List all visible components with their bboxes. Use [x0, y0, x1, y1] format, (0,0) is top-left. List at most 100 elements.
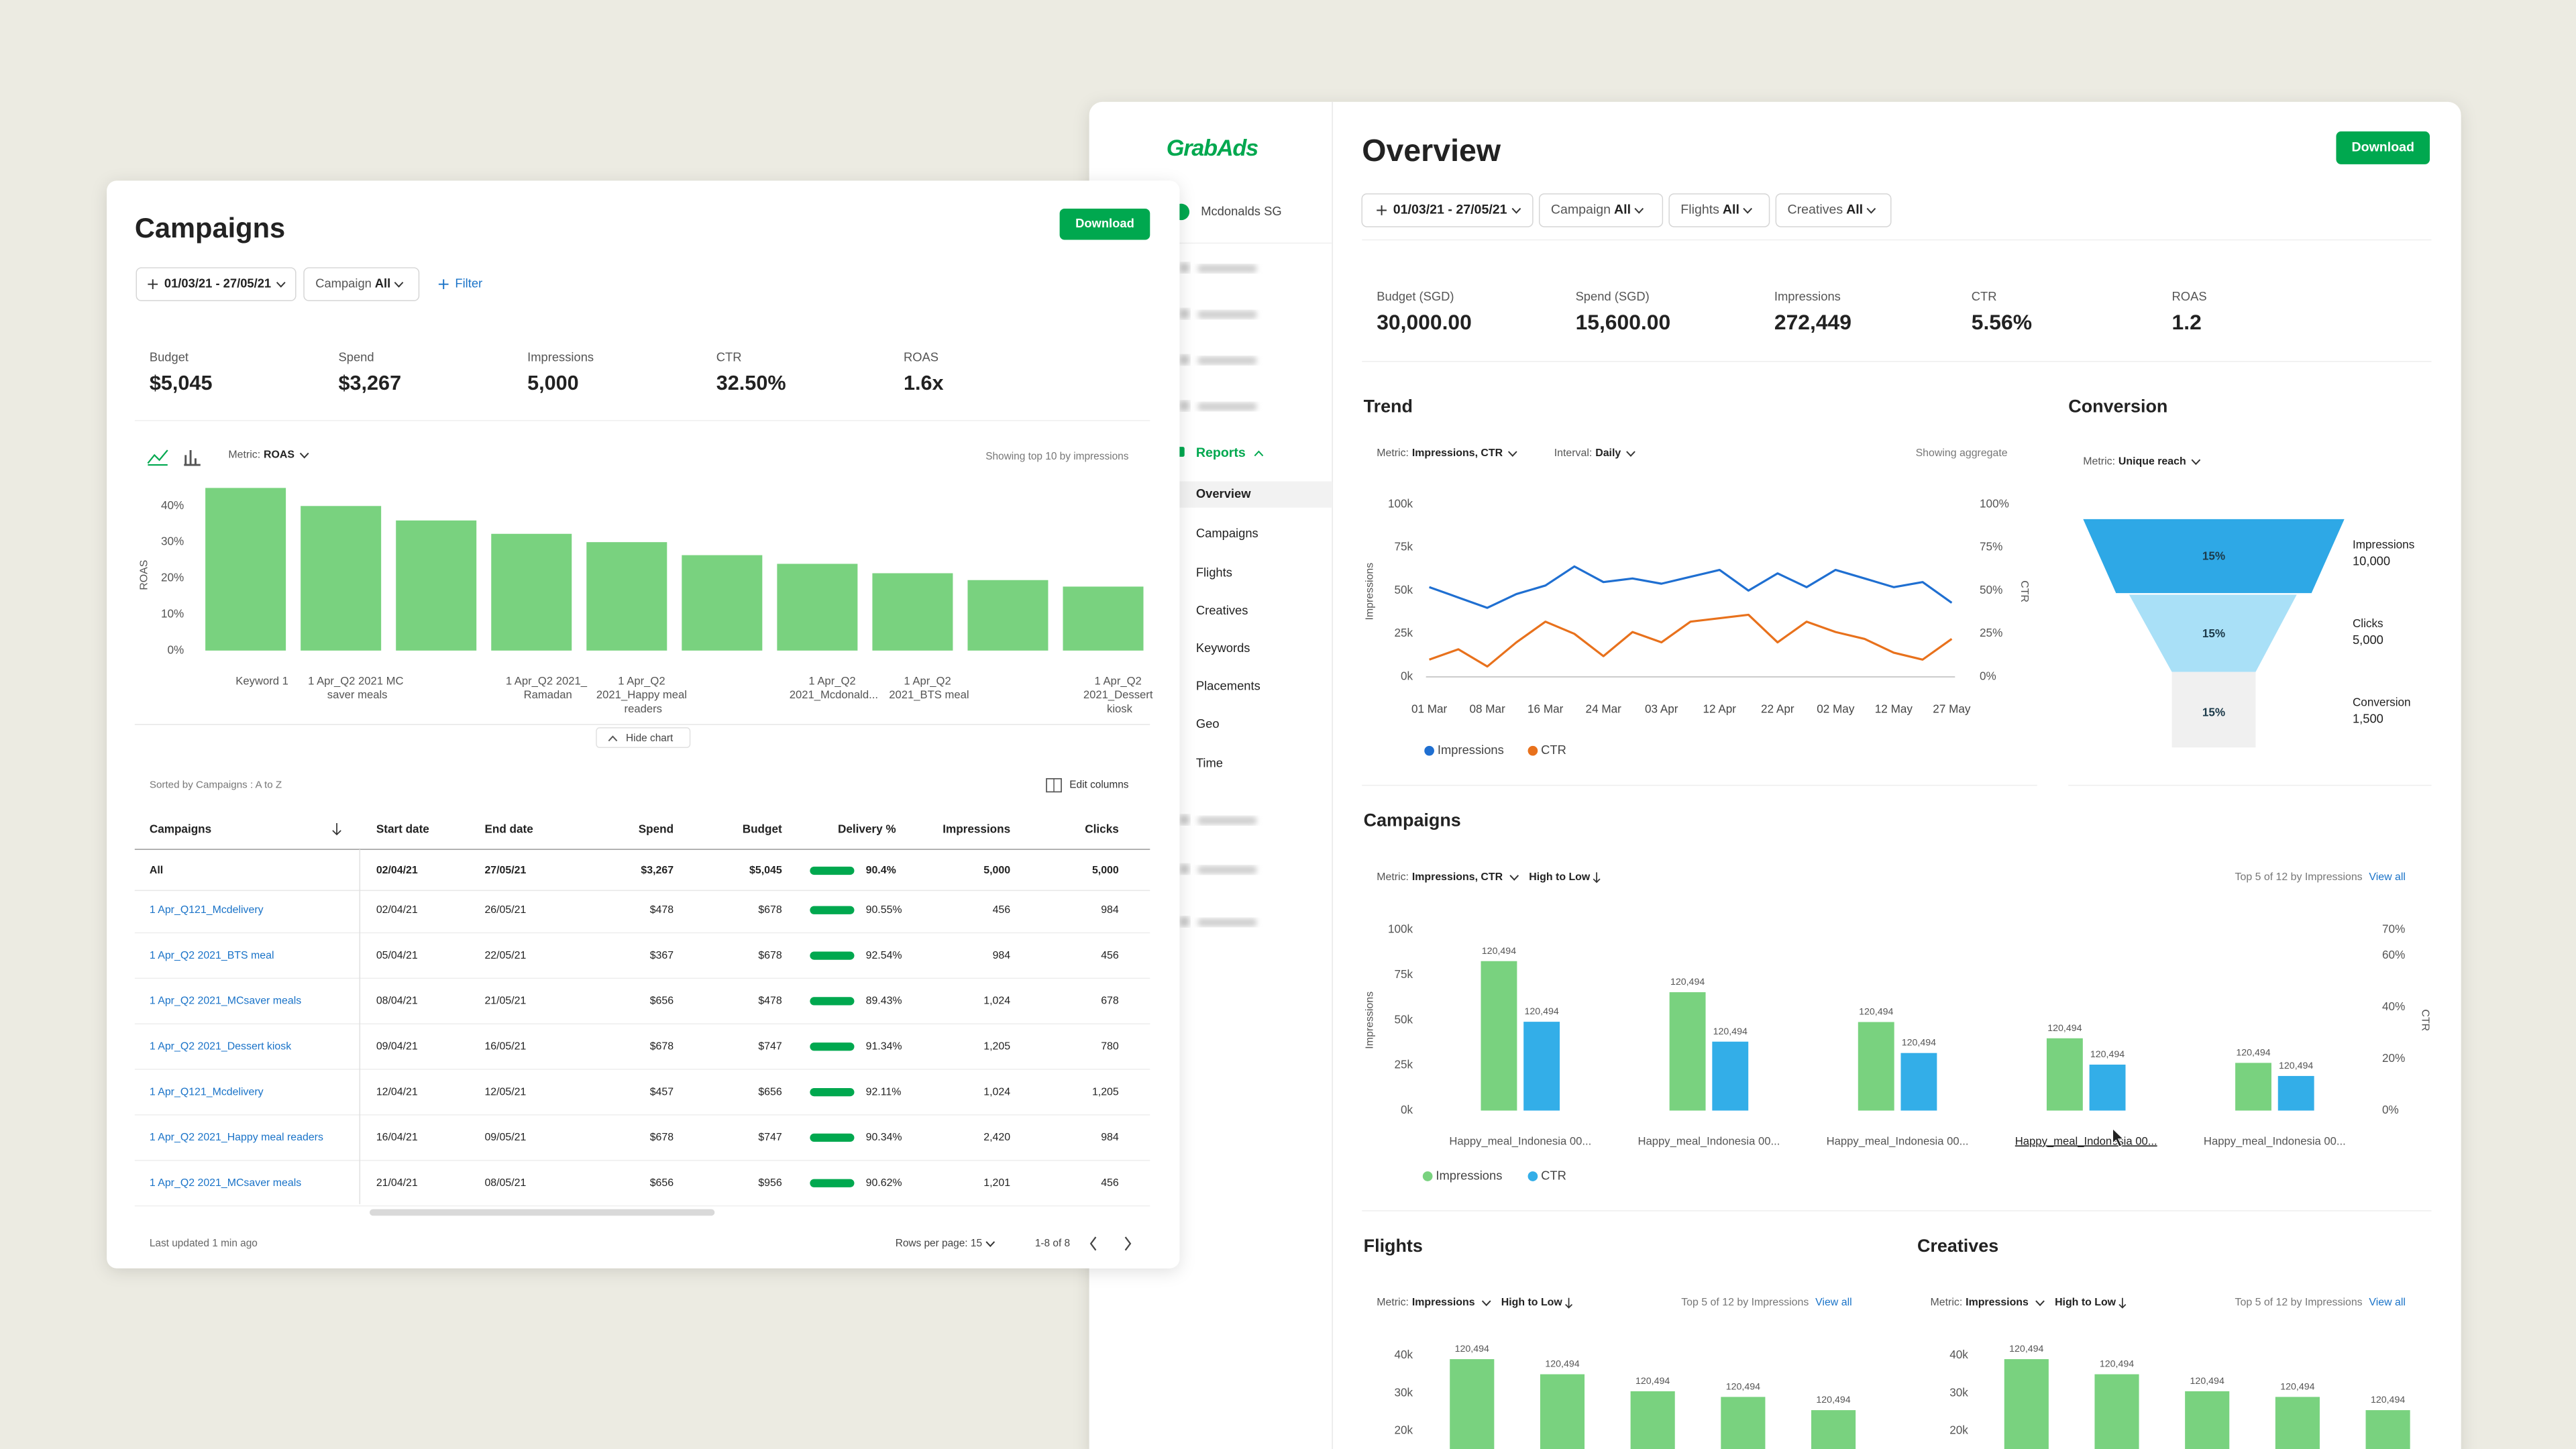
edit-columns[interactable]: Edit columns [1069, 780, 1128, 791]
campaign-link[interactable]: 1 Apr_Q2 2021_MCsaver meals [150, 1177, 301, 1189]
sort-note: Sorted by Campaigns : A to Z [150, 780, 282, 791]
chart-note: Top 5 of 12 by Impressions [1681, 1297, 1809, 1308]
x-tick-label: 1 Apr_Q2 2021_Dessert kiosk [1083, 675, 1156, 716]
campaign-link[interactable]: 1 Apr_Q2 2021_Dessert kiosk [150, 1040, 291, 1052]
view-all-link[interactable]: View all [1815, 1297, 1852, 1308]
table-cell: 92.11% [866, 1086, 902, 1097]
table-cell: 984 [1101, 904, 1119, 916]
filter-dropdown[interactable] [1775, 193, 1892, 227]
hide-chart-label: Hide chart [626, 733, 674, 744]
campaign-link[interactable]: 1 Apr_Q121_Mcdelivery [150, 1086, 264, 1097]
campaign-link[interactable]: 1 Apr_Q2 2021_Happy meal readers [150, 1132, 323, 1143]
section-title: Flights [1364, 1236, 1423, 1256]
kpi-value: 1.2 [2172, 310, 2202, 334]
table-cell: 780 [1101, 1040, 1119, 1052]
control-value[interactable]: Unique reach [2118, 455, 2186, 467]
table-cell: $656 [650, 996, 674, 1007]
add-filter[interactable]: Filter [455, 276, 482, 290]
table-cell: $747 [758, 1040, 782, 1052]
chart-note: Showing top 10 by impressions [985, 451, 1129, 462]
nav-item[interactable]: Keywords [1196, 641, 1250, 655]
hide-chart-button[interactable] [596, 727, 691, 749]
nav-item[interactable]: Overview [1196, 486, 1251, 500]
delivery-bar [810, 1133, 855, 1142]
nav-item[interactable]: Placements [1196, 679, 1260, 693]
y-tick-label: 30k [1394, 1385, 1413, 1399]
nav-item[interactable]: Flights [1196, 566, 1232, 580]
sort-control[interactable]: High to Low [1529, 871, 1591, 883]
filter-dropdown[interactable] [1538, 193, 1664, 227]
date-filter[interactable] [136, 267, 297, 301]
download-label: Download [2351, 140, 2414, 155]
table-cell: 90.55% [866, 904, 902, 916]
nav-item[interactable]: Geo [1196, 716, 1220, 731]
delivery-bar [810, 866, 855, 875]
nav-item[interactable]: Campaigns [1196, 526, 1258, 540]
view-all-link[interactable]: View all [2369, 871, 2406, 883]
table-cell: 456 [993, 904, 1011, 916]
x-tick-label: Keyword 1 [235, 675, 288, 688]
filter-dropdown[interactable] [303, 267, 420, 301]
campaign-link[interactable]: 1 Apr_Q121_Mcdelivery [150, 904, 264, 916]
bar [777, 564, 858, 651]
bar [2089, 1065, 2126, 1111]
series-line [1429, 565, 1953, 609]
control-label: Campaign [315, 276, 372, 290]
download-button[interactable] [2336, 131, 2430, 164]
control-value[interactable]: ROAS [264, 449, 294, 461]
view-all-link[interactable]: View all [2369, 1297, 2406, 1308]
kpi-label: Budget (SGD) [1377, 289, 1454, 303]
chart-note: Top 5 of 12 by Impressions [2235, 1297, 2363, 1308]
bar-label: 120,494 [1482, 946, 1516, 957]
bar-label: 120,494 [1902, 1038, 1936, 1049]
y-tick-label: 0k [1401, 1103, 1413, 1116]
blurred-nav-icon [1179, 864, 1190, 874]
bar [1523, 1022, 1560, 1111]
campaign-link: All [150, 865, 163, 876]
control-value[interactable]: Impressions [1966, 1297, 2029, 1308]
kpi-value: $3,267 [338, 372, 401, 394]
columns-icon [1046, 777, 1062, 793]
table-cell: 12/05/21 [484, 1086, 526, 1097]
bar-label: 120,494 [2100, 1359, 2134, 1370]
kpi-value: $5,045 [150, 372, 213, 394]
control-label: Metric: [2083, 455, 2115, 467]
x-tick-label: Happy_meal_Indonesia 00... [1827, 1134, 1969, 1147]
legend-swatch [1424, 745, 1434, 756]
table-cell: 5,000 [983, 865, 1010, 876]
table-cell: $478 [758, 996, 782, 1007]
nav-item[interactable]: Creatives [1196, 603, 1248, 617]
column-header: Delivery % [838, 822, 896, 835]
y2-tick-label: 70% [2382, 922, 2405, 936]
control-value[interactable]: Impressions, CTR [1412, 871, 1503, 883]
nav-item[interactable]: Time [1196, 756, 1223, 770]
date-filter[interactable] [1361, 193, 1534, 227]
control-value[interactable]: Impressions [1412, 1297, 1475, 1308]
table-cell: $678 [650, 1132, 674, 1143]
bar [2046, 1038, 2083, 1111]
sort-control[interactable]: High to Low [1501, 1297, 1563, 1308]
bar [586, 542, 667, 651]
control-value[interactable]: Impressions, CTR [1412, 447, 1503, 459]
y-tick-label: 50k [1394, 583, 1413, 596]
table-cell: 5,000 [1092, 865, 1119, 876]
y-tick-label: 50k [1394, 1012, 1413, 1026]
table-cell: 21/05/21 [484, 996, 526, 1007]
nav-active-bg [1179, 481, 1333, 508]
sort-control[interactable]: High to Low [2055, 1297, 2116, 1308]
rows-per-page[interactable]: Rows per page: 15 [896, 1238, 982, 1249]
x-tick-label: 1 Apr_Q2 2021 MC saver meals [308, 675, 407, 702]
legend-swatch [1527, 1171, 1538, 1181]
campaign-link[interactable]: 1 Apr_Q2 2021_BTS meal [150, 950, 274, 961]
nav-section[interactable]: Reports [1196, 445, 1246, 460]
control-value[interactable]: Daily [1595, 447, 1621, 459]
campaign-link[interactable]: 1 Apr_Q2 2021_MCsaver meals [150, 996, 301, 1007]
bar [1712, 1041, 1749, 1111]
y-tick-label: 0% [168, 643, 184, 656]
kpi-value: 272,449 [1774, 310, 1851, 334]
plus-icon [148, 279, 158, 290]
filter-dropdown[interactable] [1668, 193, 1770, 227]
download-button[interactable] [1059, 209, 1150, 240]
column-header[interactable]: Campaigns [150, 822, 211, 835]
page-title: Campaigns [135, 212, 285, 244]
